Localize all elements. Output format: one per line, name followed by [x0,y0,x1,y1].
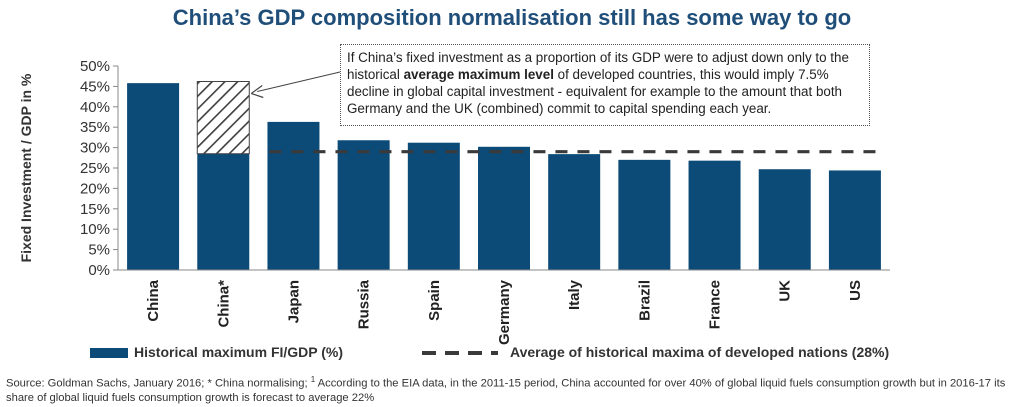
x-tick-label: China [145,279,162,321]
y-tick-label: 30% [80,140,110,157]
annotation-text-bold: average maximum level [403,67,554,82]
normalising-gap-hatched-bar [196,81,250,155]
annotation-arrow-head [250,85,264,99]
bar-japan [267,121,320,271]
y-tick-label: 35% [80,119,110,136]
legend-line-label: Average of historical maxima of develope… [510,344,890,360]
bar-italy [548,154,601,270]
bar-russia [337,140,390,270]
annotation-text-end: of developed countries, this would imply… [347,67,843,116]
annotation-text-start: If China’s fixed investment as a proport… [347,50,849,82]
bar-spain [407,142,460,270]
annotation-arrow-line [257,71,341,92]
y-tick-label: 40% [80,99,110,116]
bar-china [127,83,180,270]
x-tick-label: UK [777,280,794,302]
y-tick-label: 15% [80,201,110,218]
x-tick-label: China* [215,280,232,328]
y-tick-label: 5% [88,242,110,259]
x-tick-label: Japan [285,280,302,323]
bar-uk [758,169,811,270]
bar-brazil [618,159,671,270]
legend-bars-label: Historical maximum FI/GDP (%) [134,344,344,360]
source-text-end: According to the EIA data, in the 2011-1… [6,377,1006,404]
source-note: Source: Goldman Sachs, January 2016; * C… [6,373,1018,405]
x-tick-label: Italy [566,279,583,310]
bar-france [688,160,741,270]
chart-title: China’s GDP composition normalisation st… [172,5,852,30]
y-tick-label: 10% [80,221,110,238]
legend: Historical maximum FI/GDP (%) Average of… [90,342,990,364]
x-tick-label: France [707,280,724,329]
legend-bar-swatch [90,348,128,358]
y-tick-label: 20% [80,180,110,197]
source-footnote-mark: 1 [310,375,316,384]
x-tick-label: Spain [426,280,443,321]
legend-dash-swatch [422,351,498,355]
y-tick-label: 45% [80,78,110,95]
bar-us [828,170,881,270]
y-tick-label: 25% [80,160,110,177]
x-tick-label: Germany [496,279,513,345]
x-tick-label: Russia [356,279,373,329]
bar-china [197,153,250,270]
bar-germany [478,146,530,270]
x-tick-label: Brazil [636,280,653,321]
source-text-start: Source: Goldman Sachs, January 2016; * C… [6,377,311,390]
y-tick-label: 50% [80,58,110,75]
y-tick-label: 0% [88,262,110,279]
annotation-box: If China’s fixed investment as a proport… [340,44,870,126]
x-tick-label: US [847,280,864,301]
